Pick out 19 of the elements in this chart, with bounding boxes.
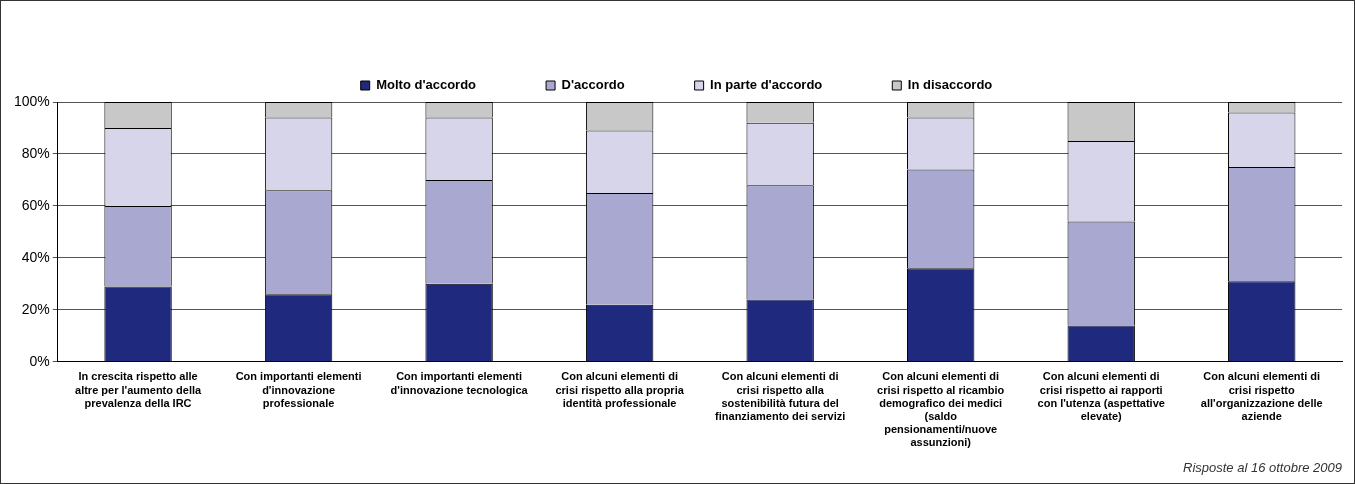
y-tick-label: 100%: [13, 92, 50, 109]
legend-label: D'accordo: [561, 77, 625, 93]
x-tick-label: Con importanti elementi d'innovazione tecnologica: [390, 370, 529, 396]
x-tick-label: In crescita rispetto alle altre per l'aumento della prevalenza della IRC: [75, 370, 202, 409]
legend-label: In disaccordo: [907, 77, 993, 93]
y-tick-label: 0%: [29, 352, 50, 369]
legend-label: Molto d'accordo: [376, 77, 477, 93]
text: Risposte al 16 ottobre 2009: [1183, 460, 1342, 475]
x-tick-label: Con alcuni elementi di crisi rispetto alla sostenibilità futura del finanziamento dei servizi: [715, 370, 846, 423]
y-tick-label: 40%: [21, 248, 50, 265]
x-tick-label: Con alcuni elementi di crisi rispetto ai rapporti con l'utenza (aspettative elevate): [1037, 370, 1165, 423]
y-tick-label: 80%: [21, 144, 50, 161]
x-tick-label: Con alcuni elementi di crisi rispetto alla propria identità professionale: [555, 370, 685, 409]
x-tick-label: Con importanti elementi d'innovazione professionale: [235, 370, 362, 409]
x-tick-label: Con alcuni elementi di crisi rispetto al ricambio demografico dei medici (saldo pensionamenti/nuove assunzioni): [877, 370, 1005, 449]
y-tick-label: 20%: [21, 300, 50, 317]
y-tick-label: 60%: [21, 196, 50, 213]
legend-label: In parte d'accordo: [710, 77, 823, 93]
x-tick-label: Con alcuni elementi di crisi rispetto all'organizzazione delle aziende: [1200, 370, 1323, 423]
